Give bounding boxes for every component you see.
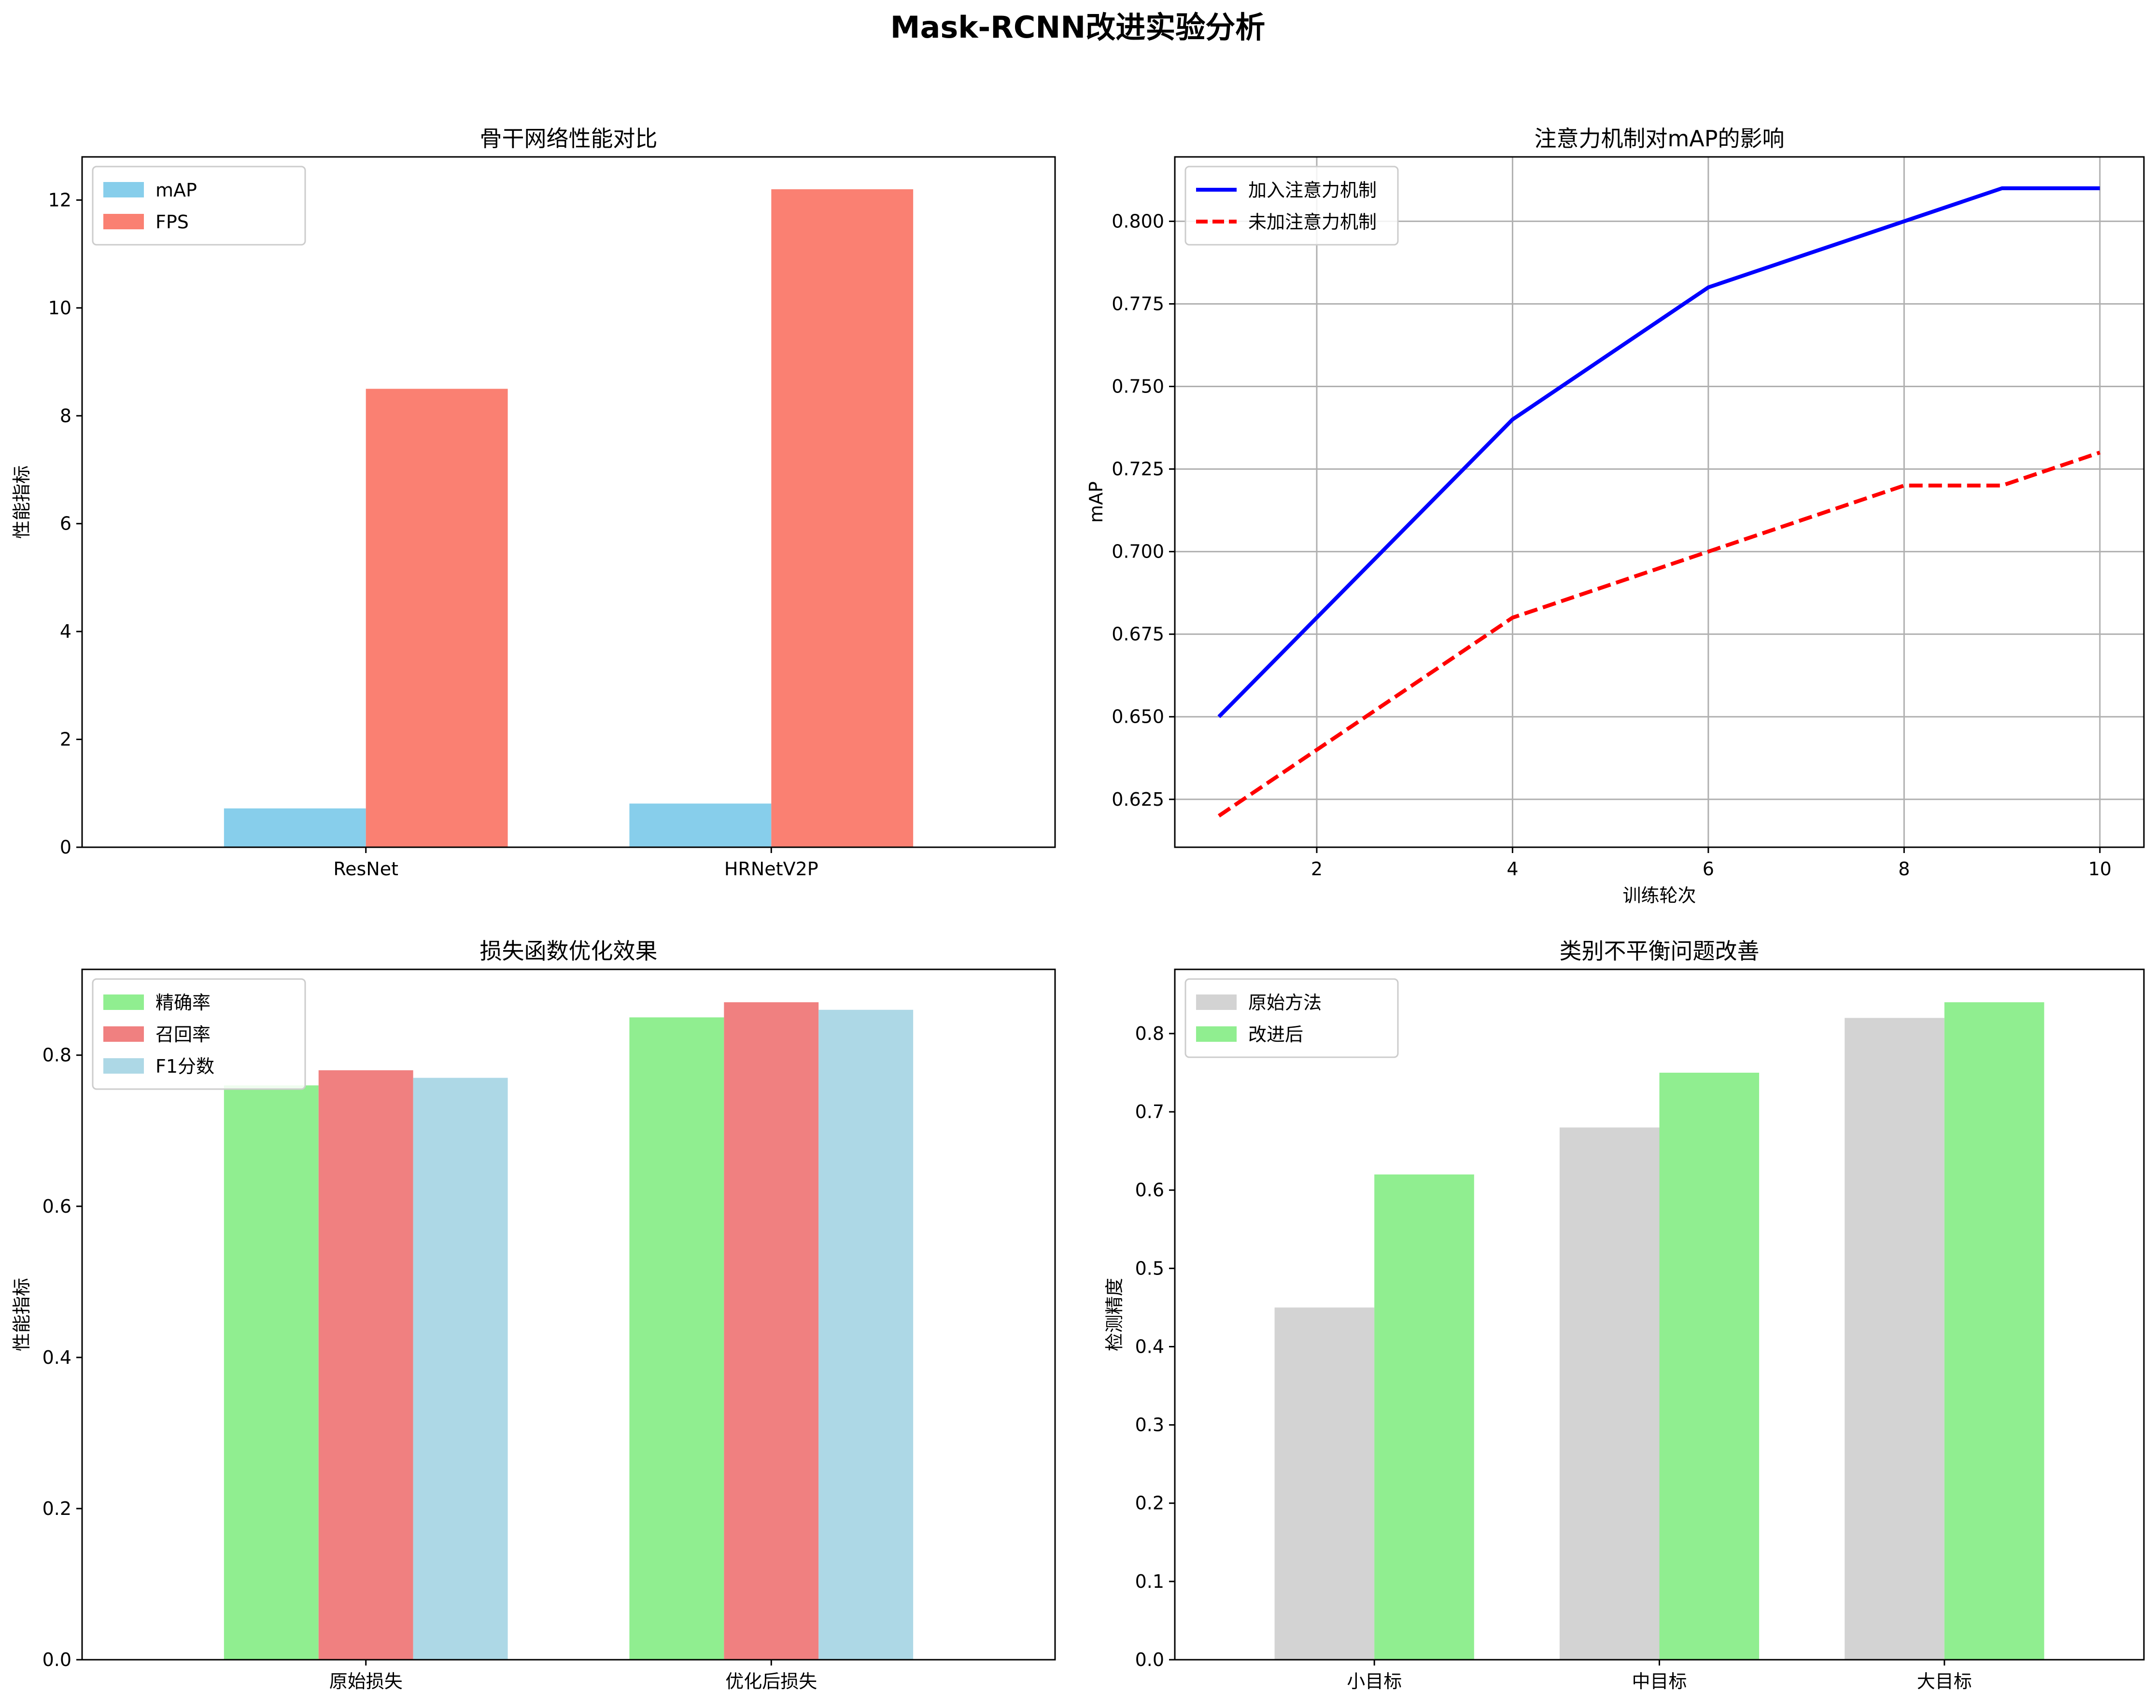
x-tick-label: ResNet [333,858,398,880]
legend-swatch [103,214,144,229]
chart-title: 类别不平衡问题改善 [1560,938,1760,964]
y-tick-label: 6 [60,513,71,534]
chart-title: 注意力机制对mAP的影响 [1534,126,1784,152]
x-tick-label: 中目标 [1632,1671,1687,1692]
legend-swatch [1196,1026,1237,1042]
x-tick-label: 4 [1507,858,1518,880]
bar [771,189,914,847]
y-tick-label: 0.4 [42,1347,71,1368]
y-tick-label: 0.8 [42,1045,71,1066]
bar [224,808,366,847]
y-axis-label: mAP [1085,481,1107,523]
bar [318,1070,413,1660]
bar [1845,1018,1945,1660]
legend-label: F1分数 [155,1056,214,1077]
legend-swatch [103,1026,144,1042]
legend-label: 未加注意力机制 [1248,211,1377,233]
y-tick-label: 0.4 [1135,1336,1164,1357]
y-tick-label: 0.2 [1135,1493,1164,1514]
y-axis-label: 性能指标 [11,465,32,539]
x-tick-label: 小目标 [1347,1671,1402,1692]
y-tick-label: 0.750 [1112,376,1164,397]
legend-label: 原始方法 [1248,992,1322,1013]
bar [629,803,772,847]
y-tick-label: 0.6 [42,1196,71,1217]
legend-swatch [103,994,144,1010]
axes-frame [1174,156,2145,848]
legend-label: 召回率 [155,1024,211,1045]
y-tick-label: 0.5 [1135,1258,1164,1279]
bar [366,389,508,847]
y-tick-label: 0.3 [1135,1414,1164,1436]
y-tick-label: 0.0 [1135,1649,1164,1670]
series-line [1217,186,2100,718]
y-tick-label: 4 [60,621,71,642]
x-tick-label: 10 [2088,858,2112,880]
chart-4: 小目标 中目标 大目标 0.0 0.1 0.2 0.3 0.4 0.5 0.6 0.7 0.8 类别不平… [1104,938,2145,1692]
legend-label: mAP [155,180,197,201]
figure-suptitle: Mask-RCNN改进实验分析 [890,10,1265,45]
bar [1559,1127,1660,1660]
y-axis-label: 检测精度 [1104,1278,1125,1351]
axes-frame [81,156,1056,848]
legend-label: FPS [155,211,189,233]
y-tick-label: 0.8 [1135,1023,1164,1044]
y-tick-label: 0.1 [1135,1571,1164,1592]
x-axis-label: 训练轮次 [1622,885,1696,906]
y-axis-label: 性能指标 [11,1278,32,1351]
x-tick-label: 优化后损失 [725,1671,817,1692]
bar [1944,1002,2044,1660]
y-tick-label: 0.6 [1135,1179,1164,1201]
chart-2: 2 4 6 8 10 0.625 0.650 0.675 0.700 0.725 0.750 0.77… [1085,126,2145,906]
legend-swatch [1196,994,1237,1010]
bar [818,1009,914,1660]
y-tick-label: 0.2 [42,1498,71,1519]
y-tick-label: 0.700 [1112,541,1164,562]
x-tick-label: 原始损失 [329,1671,403,1692]
y-tick-label: 0.625 [1112,789,1164,810]
x-tick-label: 6 [1703,858,1714,880]
y-tick-label: 0 [60,837,71,858]
legend-box [92,978,306,1090]
bar [1659,1073,1760,1660]
legend-box [1184,978,1399,1058]
legend-label: 精确率 [155,992,211,1013]
bar [224,1085,319,1660]
axes-frame [81,968,1056,1661]
series-line [1217,450,2101,818]
y-tick-label: 2 [60,729,71,750]
bar [629,1017,724,1660]
legend-box [1184,166,1399,246]
y-tick-label: 12 [48,189,71,210]
x-tick-label: 8 [1898,858,1910,880]
y-tick-label: 8 [60,405,71,426]
legend-label: 加入注意力机制 [1248,180,1377,201]
y-tick-label: 10 [48,297,71,319]
legend-swatch [103,182,144,197]
bar [1274,1307,1375,1660]
chart-title: 骨干网络性能对比 [480,126,658,152]
y-tick-label: 0.7 [1135,1101,1164,1122]
bar [724,1002,819,1660]
x-tick-label: HRNetV2P [724,858,818,880]
y-tick-label: 0.725 [1112,459,1164,480]
legend-swatch [103,1058,144,1074]
x-tick-label: 大目标 [1917,1671,1972,1692]
y-tick-label: 0.650 [1112,706,1164,728]
chart-title: 损失函数优化效果 [480,938,658,964]
legend-label: 改进后 [1248,1024,1303,1045]
axes-frame [1174,968,2145,1661]
y-tick-label: 0.775 [1112,293,1164,314]
bar [413,1078,508,1660]
legend-box [92,166,306,246]
bar [1374,1174,1474,1660]
y-tick-label: 0.800 [1112,210,1164,232]
y-tick-label: 0.0 [42,1649,71,1670]
y-tick-label: 0.675 [1112,624,1164,645]
x-tick-label: 2 [1311,858,1323,880]
